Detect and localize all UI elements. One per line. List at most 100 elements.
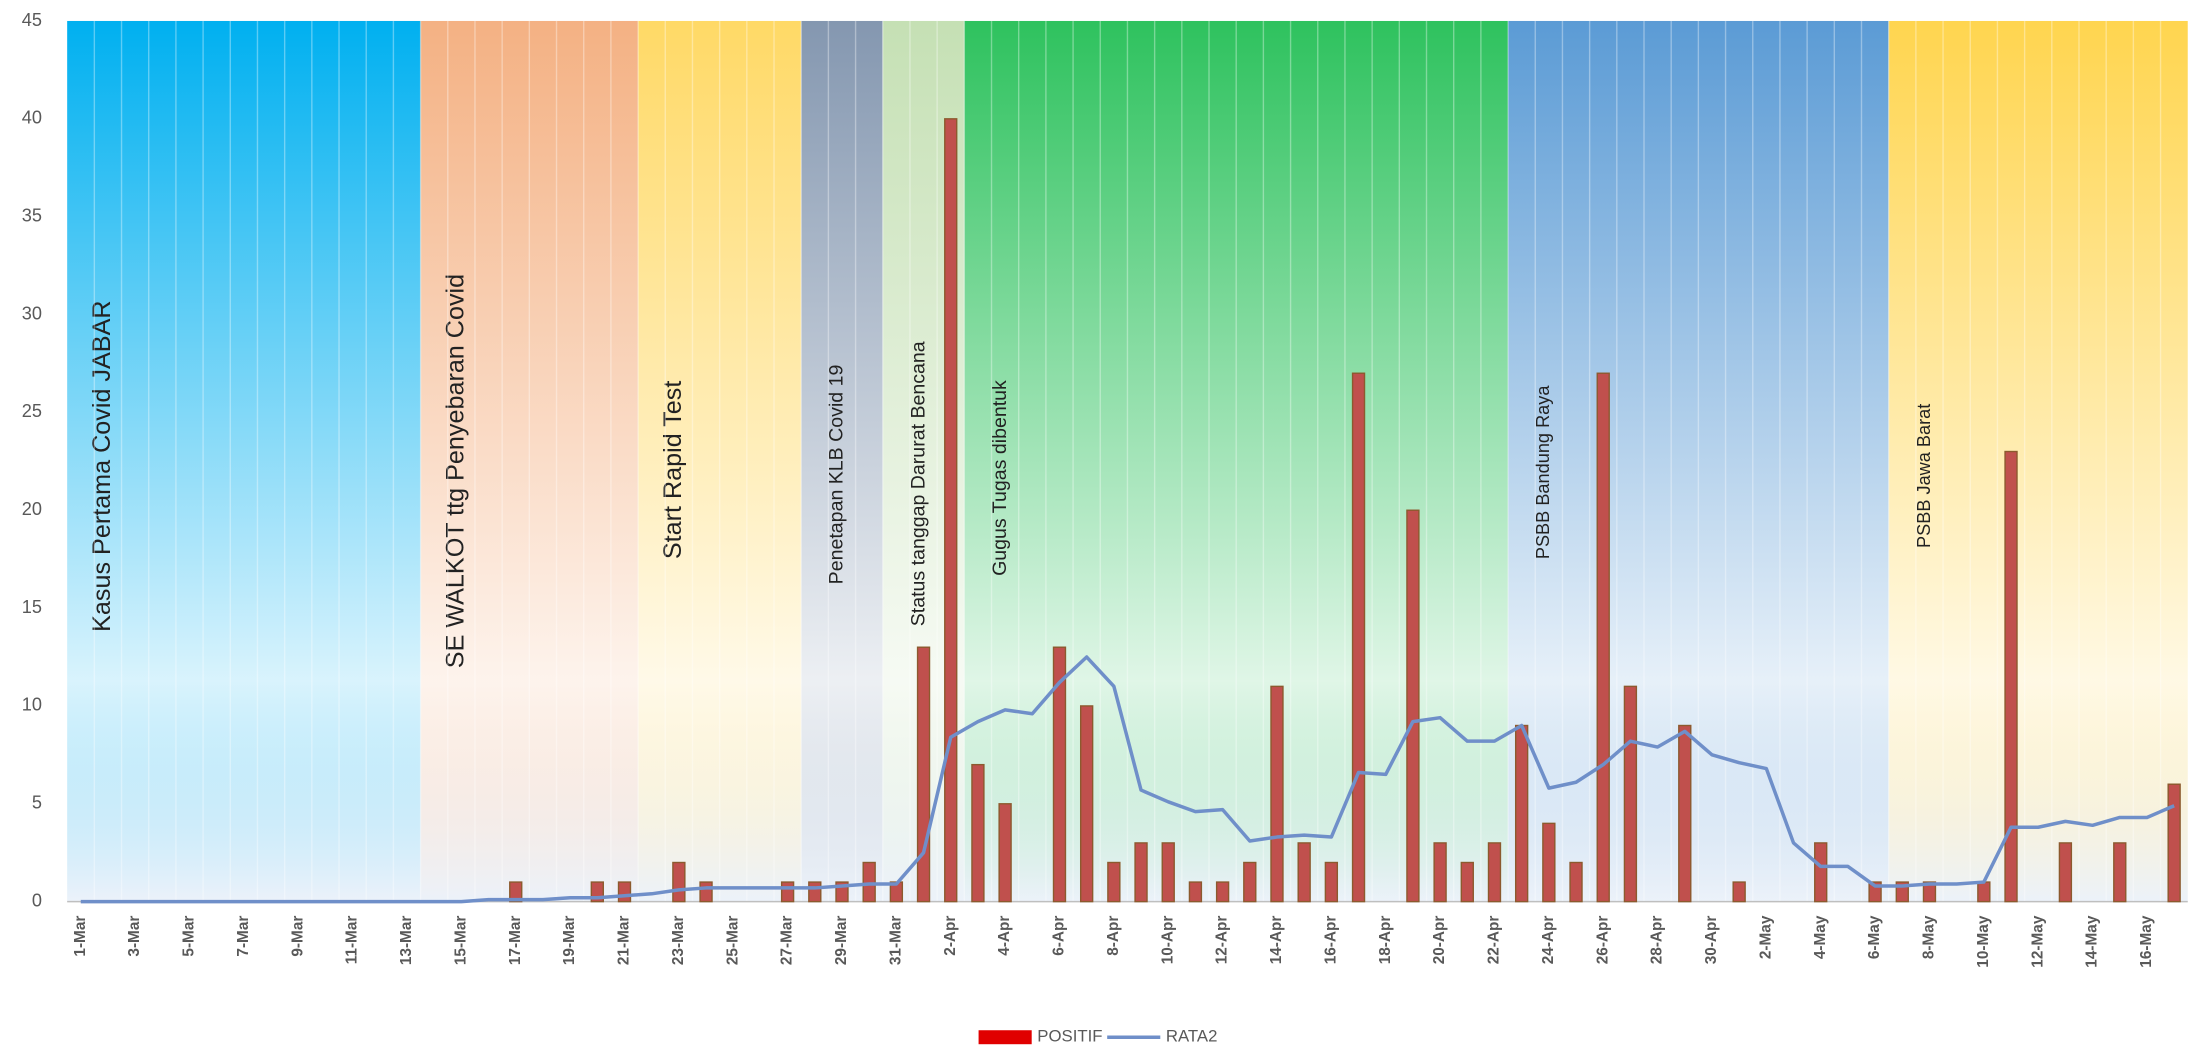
- bar: [916, 646, 931, 903]
- bar: [1052, 646, 1067, 903]
- phase-label: Kasus Pertama Covid JABAR: [88, 300, 116, 631]
- x-tick-label: 28-Apr: [1649, 916, 1666, 965]
- x-tick-label: 12-Apr: [1214, 916, 1231, 965]
- y-tick-label: 25: [22, 401, 42, 421]
- bar: [1351, 372, 1366, 903]
- x-tick-label: 29-Mar: [833, 916, 850, 966]
- legend-swatch: [978, 1030, 1032, 1045]
- bar: [1433, 842, 1447, 903]
- x-tick-label: 14-Apr: [1268, 916, 1285, 965]
- bar: [2167, 783, 2181, 903]
- bar: [1487, 842, 1502, 903]
- y-tick-label: 10: [22, 695, 42, 715]
- x-tick-label: 16-Apr: [1322, 916, 1339, 965]
- phase-label: Status tanggap Darurat Bencana: [907, 341, 929, 626]
- bar: [1596, 372, 1610, 903]
- y-tick-label: 15: [22, 597, 42, 617]
- bar: [1922, 881, 1937, 903]
- legend-label: POSITIF: [1037, 1027, 1102, 1046]
- x-tick-label: 1-Mar: [72, 916, 89, 957]
- bar: [862, 861, 876, 903]
- x-tick-label: 16-May: [2138, 915, 2155, 968]
- x-tick-label: 14-May: [2084, 915, 2101, 968]
- phase-label: Gugus Tugas dibentuk: [989, 380, 1011, 576]
- phase-label: PSBB Jawa Barat: [1914, 404, 1934, 548]
- phase-label: Start Rapid Test: [659, 381, 687, 560]
- bar: [699, 881, 713, 903]
- x-tick-label: 26-Apr: [1594, 916, 1611, 965]
- bar: [1514, 724, 1529, 903]
- x-tick-label: 4-May: [1812, 915, 1829, 959]
- x-tick-label: 15-Mar: [452, 916, 469, 966]
- y-tick-label: 35: [22, 205, 42, 225]
- bar: [1460, 861, 1474, 903]
- y-tick-label: 0: [32, 890, 42, 910]
- line: [80, 655, 2175, 904]
- bar: [808, 881, 822, 903]
- bar: [509, 881, 523, 903]
- bar: [835, 881, 849, 903]
- bar: [2004, 450, 2018, 903]
- bar: [1107, 861, 1121, 903]
- y-tick-label: 40: [22, 108, 42, 128]
- bar: [1134, 842, 1148, 903]
- x-tick-label: 17-Mar: [507, 916, 524, 966]
- bar: [1188, 881, 1203, 903]
- x-tick-label: 3-Mar: [126, 916, 143, 957]
- x-tick-label: 24-Apr: [1540, 916, 1557, 965]
- bar: [2113, 842, 2127, 903]
- bar: [617, 881, 632, 903]
- x-tick-label: 7-Mar: [235, 916, 252, 957]
- x-tick-label: 12-May: [2029, 915, 2046, 968]
- x-tick-label: 25-Mar: [724, 916, 741, 966]
- bar: [1977, 881, 1991, 903]
- bar: [1324, 861, 1339, 903]
- bar: [1161, 842, 1175, 903]
- x-tick-label: 5-Mar: [181, 916, 198, 957]
- bar: [998, 803, 1012, 903]
- bar: [1569, 861, 1583, 903]
- x-tick-label: 2-May: [1757, 915, 1774, 959]
- bar: [1406, 509, 1420, 903]
- bar: [1623, 685, 1638, 903]
- bar: [1297, 842, 1311, 903]
- bar: [1215, 881, 1230, 903]
- x-tick-label: 6-Apr: [1051, 916, 1068, 956]
- x-tick-label: 27-Mar: [779, 916, 796, 966]
- x-tick-label: 21-Mar: [616, 916, 633, 966]
- x-tick-label: 13-Mar: [398, 916, 415, 966]
- x-tick-label: 11-Mar: [344, 916, 361, 965]
- x-tick-label: 20-Apr: [1431, 916, 1448, 965]
- bar: [590, 881, 604, 903]
- bar: [1868, 881, 1882, 903]
- phase-band: [1508, 20, 1889, 902]
- bar: [971, 763, 985, 903]
- phase-label: Penetapan KLB Covid 19: [826, 365, 848, 585]
- phase-band: [420, 20, 639, 902]
- x-tick-label: 2-Apr: [942, 916, 959, 956]
- bar: [1243, 861, 1257, 903]
- bar: [1678, 724, 1692, 903]
- y-tick-label: 5: [32, 793, 42, 813]
- bar: [1079, 705, 1094, 903]
- x-tick-label: 10-May: [1975, 915, 1992, 968]
- y-tick-label: 20: [22, 499, 42, 519]
- bar: [1732, 881, 1746, 903]
- x-tick-label: 8-Apr: [1105, 916, 1122, 956]
- phase-band: [1888, 20, 2188, 902]
- bar: [1542, 822, 1556, 903]
- y-tick-label: 30: [22, 303, 42, 323]
- x-tick-label: 10-Apr: [1159, 916, 1176, 965]
- bar: [1814, 842, 1828, 903]
- x-tick-label: 31-Mar: [887, 916, 904, 966]
- bar: [1895, 881, 1909, 903]
- x-tick-label: 19-Mar: [561, 916, 578, 966]
- bar: [780, 881, 795, 903]
- legend-label: RATA2: [1166, 1027, 1218, 1046]
- x-tick-label: 9-Mar: [289, 916, 306, 957]
- bar: [944, 118, 958, 903]
- phase-band: [801, 20, 883, 902]
- phase-label: PSBB Bandung Raya: [1533, 385, 1553, 560]
- x-tick-label: 23-Mar: [670, 916, 687, 966]
